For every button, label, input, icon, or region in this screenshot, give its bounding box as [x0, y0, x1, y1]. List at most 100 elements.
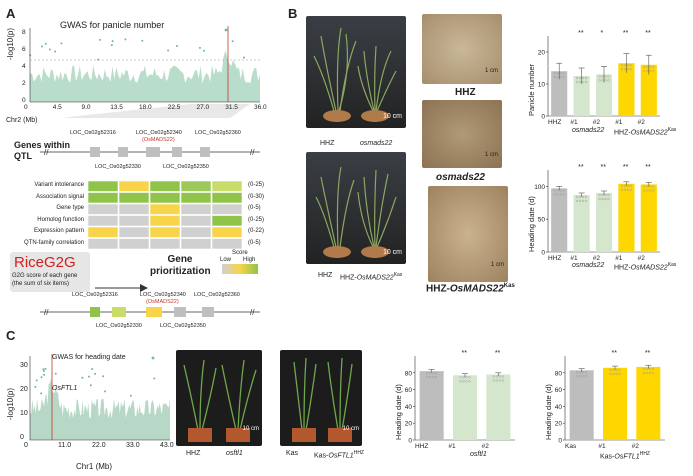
heading-c1-point	[495, 375, 498, 378]
root-photo-hhz-ox: 1 cm	[428, 186, 508, 282]
heading-c1-point	[459, 376, 462, 379]
heading-group-ox: HHZ-OsMADS22Kas	[614, 262, 677, 272]
label-osmads22-b1: osmads22	[360, 140, 393, 147]
gene-prioritization-label: Gene prioritization	[150, 254, 211, 277]
heat-cell	[211, 238, 243, 250]
manhattan-point	[129, 394, 132, 397]
gwas-c-ylabel: -log10(p)	[6, 387, 15, 420]
score-legend-title: Score	[232, 250, 248, 256]
heading-c2-ylabel: Heading date (d)	[544, 384, 553, 440]
heading-b-point	[575, 195, 579, 199]
heading-b-point	[646, 189, 649, 192]
heading-c1-bar	[453, 375, 477, 440]
plant-photo-hhz-ox: 10 cm	[306, 152, 406, 264]
heading-c2-point	[618, 372, 621, 375]
heading-c2-point	[642, 367, 645, 371]
heading-c2-point	[618, 368, 621, 371]
heading-c2-point	[585, 371, 588, 374]
heat-cell	[180, 226, 212, 238]
gene-highlight-top: (OsMADS22)	[142, 137, 175, 143]
heading-c1-point	[468, 376, 471, 379]
heat-row-label: Variant intolerance	[34, 182, 84, 188]
heat-cell	[211, 203, 243, 215]
manhattan-point	[141, 39, 144, 42]
a-ytick: 4	[22, 63, 26, 70]
panicle-point	[652, 69, 655, 72]
heat-row-range: (0-25)	[248, 216, 265, 223]
heading-c2-ytick: 20	[555, 421, 563, 428]
heat-row-range: (0-22)	[248, 228, 265, 234]
panicle-point	[652, 65, 655, 68]
heading-c2-ytick: 40	[555, 404, 563, 411]
heading-b-point	[556, 193, 559, 196]
heading-c1-sig: **	[462, 350, 468, 357]
g2g-desc-1: G2G score of each gene	[12, 273, 78, 279]
panicle-ytick: 10	[538, 82, 546, 89]
heat-cell	[180, 203, 212, 215]
panel-c-letter: C	[6, 328, 16, 343]
panicle-point	[575, 76, 579, 80]
manhattan-point	[60, 42, 63, 45]
gwas-a-ylabel: -log10(p)	[6, 27, 15, 60]
heading-c1-point	[432, 372, 435, 375]
heading-c2-bar	[603, 367, 627, 440]
heading-b-sig: **	[645, 164, 651, 171]
panicle-point	[626, 68, 629, 71]
a-xtick: 31.5	[225, 104, 238, 111]
label-hhz-b2: HHZ	[318, 272, 333, 279]
manhattan-peak-point	[224, 28, 228, 32]
heading-c2-bar	[569, 370, 594, 440]
manhattan-point	[34, 385, 37, 388]
heading-c2-ytick: 0	[558, 438, 562, 445]
heading-c1-ytick: 80	[405, 370, 413, 377]
panicle-point	[598, 79, 601, 82]
a-xtick: 18.0	[139, 104, 152, 111]
heading-c2-bar	[636, 366, 661, 440]
a-ytick: 6	[22, 46, 26, 53]
gene-box	[146, 307, 162, 317]
heading-c1-point	[492, 375, 495, 378]
heading-c1-point	[498, 375, 501, 378]
heading-c1-point	[459, 380, 462, 383]
heat-cell	[211, 215, 243, 227]
manhattan-point	[91, 367, 94, 370]
heading-c2-point	[609, 372, 612, 375]
label-hhz-c: HHZ	[186, 450, 201, 457]
manhattan-point	[42, 370, 45, 373]
manhattan-point	[102, 375, 105, 378]
heading-c1-point	[465, 376, 468, 379]
manhattan-point	[104, 390, 107, 393]
arrow-head	[140, 284, 148, 292]
genes-within-qtl-label: Genes within QTL	[14, 140, 71, 161]
panicle-sig: **	[645, 30, 651, 37]
heat-cell	[149, 192, 181, 204]
heading-date-chart-kas: Kas #1 ** #2 ** 0 20 40 60 80	[555, 350, 665, 450]
gene-bottom-2: LOC_Os02g52350	[163, 164, 209, 170]
manhattan-point	[40, 392, 43, 395]
panicle-point	[623, 64, 626, 67]
heading-c2-ytick: 60	[555, 387, 563, 394]
heat-cell	[118, 226, 150, 238]
heading-b-bar	[640, 184, 657, 252]
gene-box	[146, 147, 160, 157]
heading-b-sig: **	[623, 164, 629, 171]
a-xtick: 9.0	[81, 104, 91, 111]
g2g-desc-2: (the sum of six items)	[12, 281, 70, 287]
heading-c2-point	[648, 367, 651, 371]
heading-c2-point	[651, 371, 654, 375]
manhattan-point	[242, 56, 245, 59]
heading-b-sig: **	[578, 164, 584, 171]
manhattan-point	[88, 375, 91, 378]
label-hhz-root: HHZ	[455, 87, 476, 98]
heading-date-chart-b: HHZ #1 ** #2 ** #1 ** #2 ** 0 50 100	[534, 164, 660, 262]
heading-b-point	[620, 188, 623, 191]
manhattan-point	[231, 40, 234, 43]
c-xtick: 43.0	[160, 442, 174, 449]
scale-10cm-c2: 10 cm	[342, 426, 359, 432]
panicle-point	[646, 65, 649, 68]
label-hhz-ox-root: HHZ-OsMADS22Kas	[426, 283, 515, 295]
a-xtick: 0	[24, 104, 28, 111]
heading-c1-point	[468, 380, 471, 383]
a-ytick: 2	[22, 80, 26, 87]
panicle-xtick: #1	[615, 119, 623, 126]
